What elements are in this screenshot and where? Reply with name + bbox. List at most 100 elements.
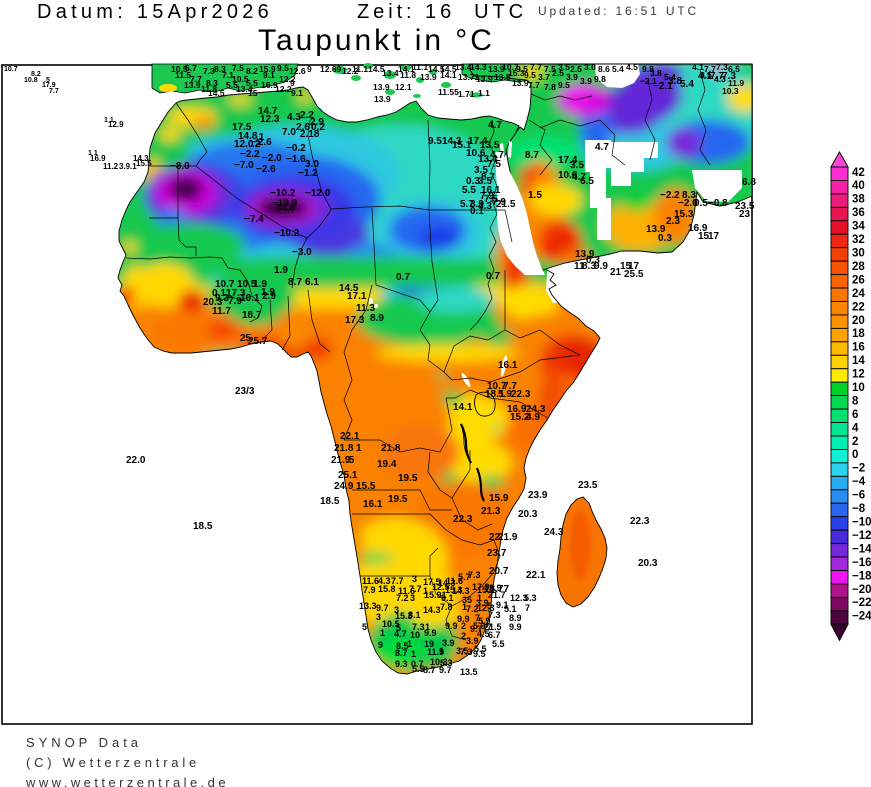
svg-text:16.9: 16.9 xyxy=(507,404,527,415)
svg-text:11.9: 11.9 xyxy=(427,647,444,657)
svg-text:2: 2 xyxy=(461,621,466,631)
svg-text:13.9: 13.9 xyxy=(476,74,493,84)
svg-text:12.3: 12.3 xyxy=(260,114,280,125)
svg-text:11.1: 11.1 xyxy=(412,62,428,72)
svg-text:10.5: 10.5 xyxy=(237,279,257,290)
svg-text:8.6: 8.6 xyxy=(598,64,610,74)
svg-text:13.9: 13.9 xyxy=(575,249,595,260)
svg-text:12: 12 xyxy=(852,369,865,381)
svg-text:21.3: 21.3 xyxy=(481,506,501,517)
svg-text:10: 10 xyxy=(410,630,420,640)
svg-text:7.3: 7.3 xyxy=(412,622,425,632)
svg-text:3.9: 3.9 xyxy=(470,199,484,210)
svg-text:7.7: 7.7 xyxy=(190,74,202,84)
svg-text:0.7: 0.7 xyxy=(396,272,410,283)
svg-text:0.3: 0.3 xyxy=(586,255,600,266)
svg-text:7.3: 7.3 xyxy=(460,647,473,657)
svg-text:7.3: 7.3 xyxy=(722,71,736,82)
svg-text:3.9: 3.9 xyxy=(566,72,578,82)
svg-text:2.5: 2.5 xyxy=(570,64,582,74)
svg-text:3.5: 3.5 xyxy=(570,160,584,171)
svg-text:7.7: 7.7 xyxy=(528,80,540,90)
svg-text:9.9: 9.9 xyxy=(424,628,437,638)
svg-text:35: 35 xyxy=(462,595,472,605)
svg-text:20: 20 xyxy=(852,315,865,327)
svg-text:17.3: 17.3 xyxy=(345,315,365,326)
svg-text:7.3: 7.3 xyxy=(468,570,481,580)
svg-text:7.3: 7.3 xyxy=(716,62,728,72)
svg-text:26: 26 xyxy=(852,274,865,286)
svg-text:9.7: 9.7 xyxy=(439,665,452,675)
svg-text:2.18: 2.18 xyxy=(300,129,320,140)
svg-text:10.3: 10.3 xyxy=(430,657,448,667)
svg-text:5.9: 5.9 xyxy=(473,621,486,631)
svg-text:−10.2: −10.2 xyxy=(270,188,296,199)
svg-text:16.1: 16.1 xyxy=(481,185,501,196)
svg-text:14.3: 14.3 xyxy=(452,586,470,596)
svg-text:−8.0: −8.0 xyxy=(170,161,190,172)
svg-text:8.7: 8.7 xyxy=(481,172,495,183)
svg-text:7.3: 7.3 xyxy=(203,66,215,76)
svg-text:−10.2: −10.2 xyxy=(274,228,300,239)
svg-text:13.9: 13.9 xyxy=(420,72,437,82)
svg-text:21.9: 21.9 xyxy=(331,455,351,466)
svg-text:5: 5 xyxy=(396,623,401,633)
svg-text:12.2: 12.2 xyxy=(275,84,292,94)
svg-text:3.5: 3.5 xyxy=(456,646,469,656)
svg-text:9.7: 9.7 xyxy=(376,603,389,613)
svg-text:13.9: 13.9 xyxy=(646,224,666,235)
svg-text:16.1: 16.1 xyxy=(498,360,518,371)
svg-text:3.9: 3.9 xyxy=(580,76,592,86)
svg-text:2: 2 xyxy=(852,436,858,448)
svg-text:7.9: 7.9 xyxy=(492,197,506,208)
svg-text:25: 25 xyxy=(240,333,252,344)
svg-text:32: 32 xyxy=(852,234,865,246)
svg-text:15.91: 15.91 xyxy=(424,590,447,600)
svg-text:5.7: 5.7 xyxy=(458,572,471,582)
svg-text:4.5: 4.5 xyxy=(626,62,638,72)
svg-text:16.9: 16.9 xyxy=(90,154,106,163)
svg-text:3.9: 3.9 xyxy=(466,636,479,646)
svg-text:4: 4 xyxy=(852,422,859,434)
svg-text:9: 9 xyxy=(378,640,383,650)
svg-text:−2.6: −2.6 xyxy=(252,137,272,148)
svg-text:17.5: 17.5 xyxy=(232,122,252,133)
svg-text:21: 21 xyxy=(610,267,622,278)
svg-text:9.9: 9.9 xyxy=(445,621,458,631)
svg-text:−24: −24 xyxy=(852,611,871,623)
svg-text:18.5: 18.5 xyxy=(320,496,340,507)
svg-text:12.9: 12.9 xyxy=(108,120,124,129)
svg-text:7: 7 xyxy=(487,622,492,632)
svg-text:5.9: 5.9 xyxy=(498,389,512,400)
svg-text:14.3: 14.3 xyxy=(438,578,456,588)
svg-text:13.5: 13.5 xyxy=(480,140,500,151)
svg-text:7.7: 7.7 xyxy=(409,584,422,594)
svg-text:10.5: 10.5 xyxy=(382,619,400,629)
svg-text:9.9: 9.9 xyxy=(457,614,470,624)
svg-text:20.3: 20.3 xyxy=(638,558,658,569)
svg-text:−3.0: −3.0 xyxy=(292,247,312,258)
svg-text:22.3: 22.3 xyxy=(511,389,531,400)
svg-text:15: 15 xyxy=(620,261,632,272)
svg-text:.5: .5 xyxy=(346,455,355,466)
svg-text:13.4: 13.4 xyxy=(236,84,253,94)
svg-text:17: 17 xyxy=(628,261,640,272)
svg-text:5.5: 5.5 xyxy=(412,664,425,674)
svg-text:12.1: 12.1 xyxy=(395,82,412,92)
svg-text:4.7: 4.7 xyxy=(595,142,609,153)
svg-text:−2.2: −2.2 xyxy=(660,190,680,201)
svg-text:25.7: 25.7 xyxy=(248,336,268,347)
svg-text:15.8: 15.8 xyxy=(378,584,396,594)
svg-text:8.5: 8.5 xyxy=(700,70,712,80)
svg-text:0.1: 0.1 xyxy=(212,288,226,299)
svg-text:36: 36 xyxy=(852,207,865,219)
svg-text:9.9: 9.9 xyxy=(594,261,608,272)
svg-text:1.9: 1.9 xyxy=(261,287,275,298)
svg-text:−8: −8 xyxy=(852,503,866,515)
svg-text:16: 16 xyxy=(852,342,865,354)
svg-text:9: 9 xyxy=(290,78,295,88)
svg-text:0.2: 0.2 xyxy=(311,122,325,133)
svg-text:4.7: 4.7 xyxy=(394,629,407,639)
svg-text:−14: −14 xyxy=(852,543,871,555)
svg-text:10.6: 10.6 xyxy=(558,170,578,181)
